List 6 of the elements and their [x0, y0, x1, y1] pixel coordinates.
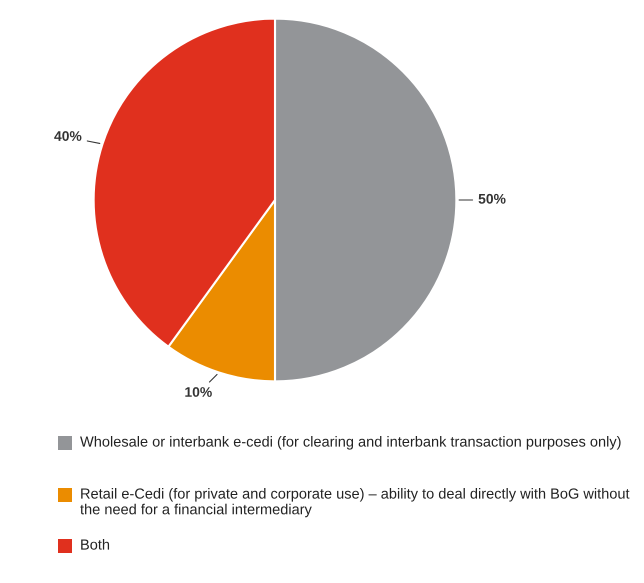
data-label: 50% — [478, 194, 506, 204]
legend-label: Both — [81, 539, 110, 550]
legend-label: Wholesale or interbank e-cedi (for clearing and interbank transaction purposes only) — [80, 436, 621, 450]
data-label: 40% — [54, 131, 82, 141]
data-label: 10% — [185, 387, 212, 397]
legend-label: Retail e-Cedi (for private and corporate use) – ability to deal directly with BoG without the need for a financial intermediary — [80, 488, 630, 518]
